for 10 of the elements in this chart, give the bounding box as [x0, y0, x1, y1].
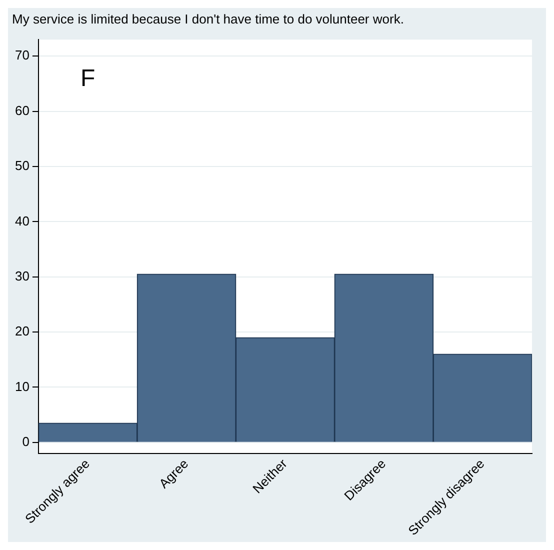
y-tick-label: 20 — [14, 324, 30, 339]
y-tick-label: 70 — [14, 48, 30, 63]
annotation: F — [80, 65, 96, 92]
y-tick-label: 50 — [14, 158, 30, 174]
y-tick-label: 0 — [22, 434, 30, 449]
y-tick-label: 10 — [14, 378, 30, 394]
chart-title: My service is limited because I don't have time to do volunteer work. — [12, 11, 404, 26]
y-tick-label: 60 — [14, 102, 30, 118]
y-tick-label: 30 — [14, 268, 30, 284]
y-tick-label: 40 — [14, 213, 30, 228]
